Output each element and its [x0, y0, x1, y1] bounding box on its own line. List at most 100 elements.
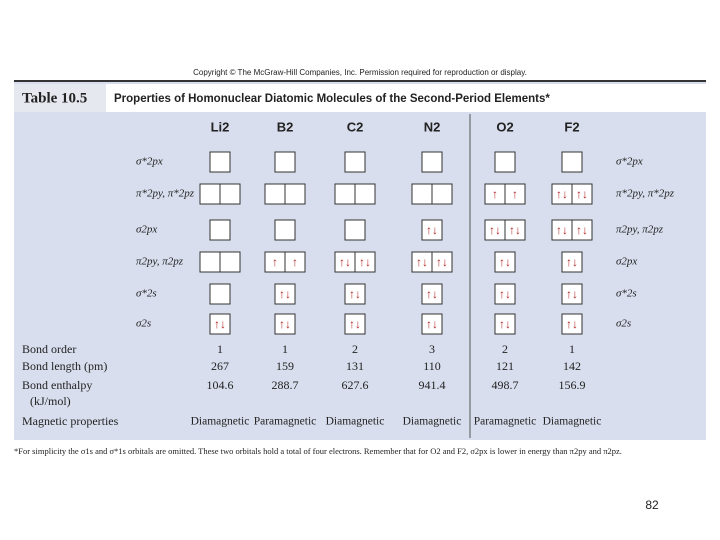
electron-arrows: ↑ [512, 187, 518, 201]
orbital-box [344, 219, 366, 241]
orbital-box [284, 251, 306, 273]
table-title: Properties of Homonuclear Diatomic Molec… [114, 93, 550, 105]
orbital-box [284, 183, 306, 205]
electron-arrows: ↑↓ [499, 255, 511, 269]
property-value: 121 [496, 359, 514, 373]
orbital-box [219, 251, 241, 273]
property-value: 3 [429, 342, 435, 356]
electron-arrows: ↑↓ [566, 317, 578, 331]
electron-arrows: ↑↓ [349, 287, 361, 301]
column-header: N2 [424, 119, 441, 134]
title-box [106, 84, 706, 112]
electron-arrows: ↑↓ [576, 223, 588, 237]
orbital-box [421, 283, 443, 305]
electron-arrows: ↑↓ [349, 317, 361, 331]
property-value: 1 [569, 342, 575, 356]
electron-arrows: ↑↓ [426, 223, 438, 237]
property-label: Bond length (pm) [22, 359, 107, 373]
electron-arrows: ↑↓ [576, 187, 588, 201]
orbital-box [209, 313, 231, 335]
electron-arrows: ↑ [272, 255, 278, 269]
orbital-box [354, 183, 376, 205]
property-label: Magnetic properties [22, 414, 119, 428]
orbital-label: π2py, π2pz [616, 224, 664, 236]
orbital-box [209, 283, 231, 305]
orbital-label: σ2s [616, 318, 631, 330]
orbital-label: σ2px [136, 224, 157, 236]
electron-arrows: ↑↓ [359, 255, 371, 269]
orbital-box [199, 251, 221, 273]
orbital-box [274, 151, 296, 173]
electron-arrows: ↑↓ [489, 223, 501, 237]
orbital-box [561, 313, 583, 335]
orbital-box [411, 183, 433, 205]
orbital-box [561, 151, 583, 173]
orbital-label: σ2s [136, 318, 151, 330]
orbital-box [494, 151, 516, 173]
orbital-box [494, 251, 516, 273]
property-value: 267 [211, 359, 229, 373]
electron-arrows: ↑↓ [436, 255, 448, 269]
property-label: Bond enthalpy [22, 378, 92, 392]
copyright: Copyright © The McGraw-Hill Companies, I… [193, 68, 527, 77]
property-value: Diamagnetic [403, 416, 462, 428]
property-value: 142 [563, 359, 581, 373]
electron-arrows: ↑↓ [499, 287, 511, 301]
property-value: 104.6 [207, 378, 234, 392]
electron-arrows: ↑↓ [416, 255, 428, 269]
orbital-box [274, 219, 296, 241]
orbital-box [334, 183, 356, 205]
property-value: 110 [423, 359, 441, 373]
electron-arrows: ↑ [292, 255, 298, 269]
electron-arrows: ↑ [492, 187, 498, 201]
electron-arrows: ↑↓ [556, 187, 568, 201]
footnote: *For simplicity the σ1s and σ*1s orbital… [14, 446, 622, 456]
orbital-label: σ*2px [136, 156, 163, 168]
orbital-box [354, 251, 376, 273]
orbital-box [264, 183, 286, 205]
property-value: Diamagnetic [543, 416, 602, 428]
property-label: Bond order [22, 342, 76, 356]
orbital-box [571, 183, 593, 205]
orbital-box [504, 219, 526, 241]
property-value: 941.4 [419, 378, 446, 392]
property-value: 1 [217, 342, 223, 356]
table-number: Table 10.5 [22, 90, 87, 106]
electron-arrows: ↑↓ [499, 317, 511, 331]
orbital-box [209, 151, 231, 173]
orbital-box [421, 219, 443, 241]
orbital-label: π*2py, π*2pz [136, 188, 195, 200]
orbital-box [421, 151, 443, 173]
electron-arrows: ↑↓ [279, 317, 291, 331]
column-header: O2 [496, 119, 513, 134]
electron-arrows: ↑↓ [426, 317, 438, 331]
orbital-box [421, 313, 443, 335]
property-value: Diamagnetic [326, 416, 385, 428]
orbital-label: σ*2s [136, 288, 157, 300]
orbital-box [274, 283, 296, 305]
orbital-box [431, 183, 453, 205]
page-number: 82 [645, 498, 659, 512]
property-value: Paramagnetic [474, 416, 537, 428]
orbital-box [199, 183, 221, 205]
property-value: 156.9 [559, 378, 586, 392]
property-value: 2 [352, 342, 358, 356]
property-value: 131 [346, 359, 364, 373]
orbital-label: σ*2px [616, 156, 643, 168]
orbital-box [344, 313, 366, 335]
orbital-box [494, 313, 516, 335]
property-value: Paramagnetic [254, 416, 317, 428]
electron-arrows: ↑↓ [566, 255, 578, 269]
orbital-box [494, 283, 516, 305]
electron-arrows: ↑↓ [339, 255, 351, 269]
property-value: 498.7 [492, 378, 519, 392]
electron-arrows: ↑↓ [426, 287, 438, 301]
property-label: (kJ/mol) [30, 394, 71, 408]
orbital-box [344, 151, 366, 173]
orbital-box [274, 313, 296, 335]
orbital-box [209, 219, 231, 241]
orbital-label: σ*2s [616, 288, 637, 300]
orbital-box [561, 283, 583, 305]
orbital-label: π2py, π2pz [136, 256, 184, 268]
column-header: C2 [347, 119, 364, 134]
